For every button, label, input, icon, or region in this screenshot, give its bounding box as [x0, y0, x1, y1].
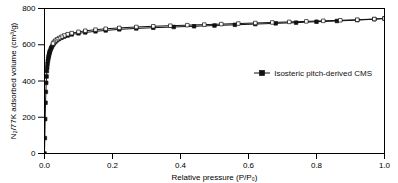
svg-text:0.6: 0.6: [243, 161, 255, 170]
svg-text:1.0: 1.0: [379, 161, 391, 170]
html-text:Isosteric pitch-derived CMS: Isosteric pitch-derived CMS: [274, 68, 372, 78]
svg-text:0.4: 0.4: [175, 161, 187, 170]
svg-text:0.8: 0.8: [311, 161, 323, 170]
svg-text:0: 0: [31, 149, 36, 158]
svg-text:0.2: 0.2: [107, 161, 119, 170]
svg-text:N₂/77K adsorbed volume (cm³/g): N₂/77K adsorbed volume (cm³/g): [9, 22, 18, 139]
svg-text:600: 600: [22, 40, 36, 49]
svg-text:800: 800: [22, 4, 36, 13]
svg-text:0.0: 0.0: [39, 161, 51, 170]
svg-text:400: 400: [22, 77, 36, 86]
svg-text:200: 200: [22, 113, 36, 122]
svg-text:Relative pressure (P/P₀): Relative pressure (P/P₀): [171, 173, 257, 182]
